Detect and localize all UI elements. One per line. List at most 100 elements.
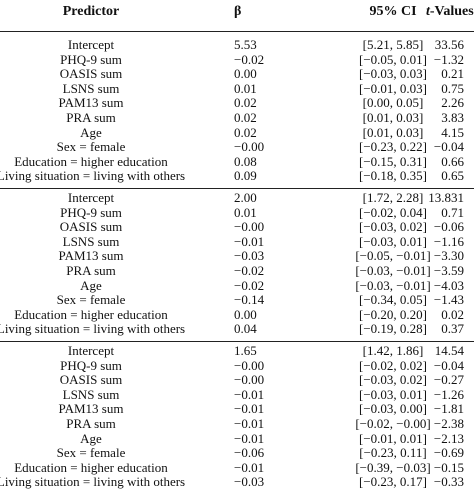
cell-ci: [−0.05, −0.01]	[355, 248, 431, 264]
cell-beta: −0.00	[234, 357, 265, 373]
cell-predictor: Intercept	[67, 343, 115, 358]
block-divider	[0, 341, 474, 342]
cell-t-value: −0.15	[433, 459, 464, 475]
cell-t-value: −3.30	[433, 248, 464, 264]
cell-predictor: LSNS sum	[62, 386, 120, 402]
cell-beta: −0.01	[234, 233, 265, 249]
cell-predictor: PRA sum	[66, 263, 116, 278]
cell-ci: [−0.03, −0.01]	[355, 277, 431, 293]
cell-predictor: Living situation = living with others	[0, 474, 186, 490]
cell-ci: [−0.01, 0.03]	[359, 80, 427, 96]
cell-t-value: 4.15	[441, 124, 464, 140]
cell-t-value: 13.831	[428, 190, 464, 205]
cell-ci: [−0.39, −0.03]	[355, 459, 431, 475]
cell-ci: [−0.02, 0.02]	[359, 357, 427, 373]
cell-predictor: Education = higher education	[14, 459, 168, 475]
cell-predictor: Intercept	[67, 37, 115, 52]
cell-ci: [−0.18, 0.35]	[359, 168, 427, 184]
cell-t-value: −1.26	[433, 386, 464, 402]
cell-beta: 0.08	[234, 153, 257, 169]
cell-ci: [−0.05, 0.01]	[359, 51, 427, 67]
cell-ci: [0.00, 0.05]	[362, 95, 424, 111]
cell-t-value: −0.06	[433, 219, 464, 235]
cell-predictor: OASIS sum	[59, 372, 123, 388]
cell-beta: −0.03	[234, 248, 265, 264]
cell-ci: [−0.34, 0.05]	[359, 292, 427, 308]
cell-t-value: 14.54	[434, 343, 464, 358]
header-rule	[0, 31, 474, 32]
cell-beta: −0.02	[234, 277, 265, 293]
cell-predictor: Living situation = living with others	[0, 321, 186, 337]
cell-beta: −0.06	[234, 445, 265, 461]
cell-t-value: −1.81	[433, 401, 464, 417]
cell-t-value: −1.43	[433, 292, 464, 308]
cell-beta: 2.00	[234, 190, 257, 205]
cell-beta: −0.02	[234, 263, 265, 278]
cell-t-value: −2.38	[433, 416, 464, 431]
cell-beta: 0.01	[234, 204, 257, 220]
cell-predictor: PAM13 sum	[58, 95, 124, 111]
cell-beta: −0.00	[234, 219, 265, 235]
cell-t-value: 0.65	[441, 168, 464, 184]
cell-ci: [0.01, 0.03]	[362, 110, 424, 125]
cell-t-value: −1.16	[433, 233, 464, 249]
cell-t-value: 0.75	[441, 80, 464, 96]
cell-predictor: PHQ-9 sum	[60, 204, 122, 220]
cell-t-value: 0.66	[441, 153, 464, 169]
cell-predictor: Education = higher education	[14, 306, 168, 322]
header-t-values: t-Values	[426, 4, 474, 20]
cell-ci: [−0.01, 0.01]	[359, 430, 427, 446]
cell-ci: [0.01, 0.03]	[362, 124, 424, 140]
cell-beta: 5.53	[234, 37, 257, 52]
cell-beta: 1.65	[234, 343, 257, 358]
header-ci: 95% CI	[369, 4, 417, 19]
cell-beta: −0.01	[234, 401, 265, 417]
cell-ci: [−0.15, 0.31]	[359, 153, 427, 169]
cell-predictor: Living situation = living with others	[0, 168, 186, 184]
cell-t-value: 0.21	[441, 66, 464, 82]
cell-predictor: OASIS sum	[59, 219, 123, 235]
cell-beta: −0.01	[234, 459, 265, 475]
cell-predictor: Age	[80, 277, 102, 293]
cell-beta: −0.01	[234, 416, 265, 431]
cell-t-value: −3.59	[433, 263, 464, 278]
cell-ci: [−0.03, 0.02]	[359, 219, 427, 235]
cell-beta: 0.02	[234, 95, 257, 111]
cell-predictor: PRA sum	[66, 416, 116, 431]
cell-predictor: PAM13 sum	[58, 248, 124, 264]
cell-predictor: PHQ-9 sum	[60, 357, 122, 373]
cell-beta: −0.01	[234, 386, 265, 402]
cell-t-value: 3.83	[441, 110, 464, 125]
cell-ci: [−0.03, 0.01]	[359, 386, 427, 402]
cell-beta: −0.03	[234, 474, 265, 490]
cell-t-value: 0.71	[441, 204, 464, 220]
cell-beta: 0.00	[234, 66, 257, 82]
cell-ci: [−0.23, 0.22]	[359, 139, 427, 155]
cell-beta: −0.02	[234, 51, 265, 67]
cell-beta: 0.00	[234, 306, 257, 322]
cell-ci: [−0.02, 0.04]	[359, 204, 427, 220]
cell-predictor: Intercept	[67, 190, 115, 205]
cell-t-value: 0.02	[441, 306, 464, 322]
cell-predictor: PAM13 sum	[58, 401, 124, 417]
regression-table: Predictor β 95% CI t-Values Intercept 5.5…	[0, 4, 474, 489]
cell-predictor: Sex = female	[56, 292, 126, 308]
cell-ci: [−0.03, 0.00]	[359, 401, 427, 417]
cell-ci: [−0.23, 0.11]	[359, 445, 427, 461]
cell-beta: 0.02	[234, 124, 257, 140]
block-divider	[0, 188, 474, 189]
cell-ci: [−0.02, −0.00]	[355, 416, 431, 431]
cell-predictor: Age	[80, 124, 102, 140]
cell-t-value: −0.04	[433, 357, 464, 373]
cell-t-value: 0.37	[441, 321, 464, 337]
header-t-rest: -Values	[429, 4, 474, 19]
cell-beta: −0.00	[234, 139, 265, 155]
cell-ci: [−0.03, 0.03]	[359, 66, 427, 82]
cell-t-value: −1.32	[433, 51, 464, 67]
cell-ci: [5.21, 5.85]	[362, 37, 424, 52]
cell-ci: [−0.03, 0.02]	[359, 372, 427, 388]
cell-predictor: Sex = female	[56, 139, 126, 155]
cell-beta: −0.14	[234, 292, 265, 308]
cell-ci: [1.72, 2.28]	[362, 190, 424, 205]
header-t-italic: t	[426, 4, 430, 19]
